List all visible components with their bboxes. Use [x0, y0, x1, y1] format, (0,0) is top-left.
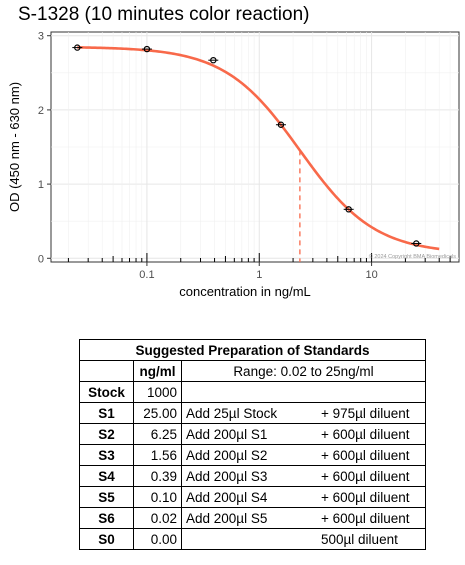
data-point: [277, 121, 285, 128]
standards-table: Suggested Preparation of Standards ng/ml…: [79, 339, 426, 550]
diluent-volume: + 600µl diluent: [321, 426, 410, 442]
preparation-step: Add 200µl S5 + 600µl diluent: [181, 507, 426, 529]
table-row: Stock 1000: [79, 381, 426, 403]
axes: [47, 35, 451, 266]
standard-concentration: 0.00: [133, 528, 182, 550]
chart-title: S-1328 (10 minutes color reaction): [18, 4, 310, 25]
x-tick-label: 1: [256, 269, 262, 281]
data-points: [72, 44, 422, 247]
fit-curve: [77, 46, 440, 251]
chart-area: 0 1 2 3 0.1 1 10 concentration in ng/mL OD (450 …: [7, 31, 460, 299]
fit-curve-layer: [77, 46, 440, 262]
add-volume: Add 200µl S3: [186, 468, 268, 484]
y-axis-title: OD (450 nm - 630 nm): [7, 82, 22, 212]
table-row: S5 0.10 Add 200µl S4 + 600µl diluent: [79, 486, 426, 508]
diluent-volume: + 600µl diluent: [321, 447, 410, 463]
data-point: [413, 240, 420, 247]
standard-concentration: 0.10: [133, 486, 182, 508]
standard-id: S1: [79, 402, 134, 424]
x-tick-label: 10: [365, 269, 377, 281]
table-title: Suggested Preparation of Standards: [79, 339, 426, 361]
add-volume: Add 25µl Stock: [186, 405, 278, 421]
standard-id: S0: [79, 528, 134, 550]
preparation-step: Add 25µl Stock + 975µl diluent: [181, 402, 426, 424]
table-row: S1 25.00 Add 25µl Stock + 975µl diluent: [79, 402, 426, 424]
unit-header: ng/ml: [133, 360, 182, 382]
standard-id: Stock: [79, 381, 134, 403]
preparation-step: [181, 381, 426, 403]
add-volume: Add 200µl S2: [186, 447, 268, 463]
data-point: [345, 206, 352, 213]
standard-concentration: 1000: [133, 381, 182, 403]
y-tick-label: 2: [38, 105, 44, 117]
y-tick-label: 1: [38, 179, 44, 191]
table-row: S6 0.02 Add 200µl S5 + 600µl diluent: [79, 507, 426, 529]
copyright-watermark: © 2024 Copyright BMA Biomedicals: [369, 253, 456, 260]
standard-id: S3: [79, 444, 134, 466]
standard-concentration: 0.39: [133, 465, 182, 487]
table-header-row: ng/ml Range: 0.02 to 25ng/ml: [79, 360, 426, 382]
table-row: S3 1.56 Add 200µl S2 + 600µl diluent: [79, 444, 426, 466]
standard-id: S2: [79, 423, 134, 445]
standard-id: S5: [79, 486, 134, 508]
standard-concentration: 25.00: [133, 402, 182, 424]
table-title-row: Suggested Preparation of Standards: [79, 339, 426, 361]
preparation-step: Add 200µl S4 + 600µl diluent: [181, 486, 426, 508]
add-volume: Add 200µl S1: [186, 426, 268, 442]
table-row: S0 0.00 500µl diluent: [79, 528, 426, 550]
diluent-volume: + 975µl diluent: [321, 405, 410, 421]
grid: [50, 31, 460, 263]
preparation-step: Add 200µl S1 + 600µl diluent: [181, 423, 426, 445]
table-row: S4 0.39 Add 200µl S3 + 600µl diluent: [79, 465, 426, 487]
add-volume: Add 200µl S5: [186, 510, 268, 526]
standard-id: S4: [79, 465, 134, 487]
standard-concentration: 1.56: [133, 444, 182, 466]
add-volume: Add 200µl S4: [186, 489, 268, 505]
preparation-step: Add 200µl S3 + 600µl diluent: [181, 465, 426, 487]
range-header: Range: 0.02 to 25ng/ml: [181, 360, 426, 382]
preparation-step: 500µl diluent: [181, 528, 426, 550]
data-point: [143, 45, 151, 53]
diluent-volume: + 600µl diluent: [321, 489, 410, 505]
table-row: S2 6.25 Add 200µl S1 + 600µl diluent: [79, 423, 426, 445]
standard-concentration: 0.02: [133, 507, 182, 529]
diluent-volume: + 600µl diluent: [321, 468, 410, 484]
data-point: [210, 56, 217, 64]
standard-id: S6: [79, 507, 134, 529]
axis-labels: 0 1 2 3 0.1 1 10 concentration in ng/mL OD (450 …: [7, 31, 456, 299]
standard-concentration: 6.25: [133, 423, 182, 445]
y-tick-label: 0: [38, 253, 44, 265]
preparation-step: Add 200µl S2 + 600µl diluent: [181, 444, 426, 466]
table-header-empty: [79, 360, 134, 382]
x-tick-label: 0.1: [139, 269, 154, 281]
data-point: [74, 44, 81, 51]
y-tick-label: 3: [38, 31, 44, 43]
diluent-volume: + 600µl diluent: [321, 510, 410, 526]
x-axis-title: concentration in ng/mL: [179, 284, 311, 299]
diluent-volume: 500µl diluent: [321, 531, 398, 547]
